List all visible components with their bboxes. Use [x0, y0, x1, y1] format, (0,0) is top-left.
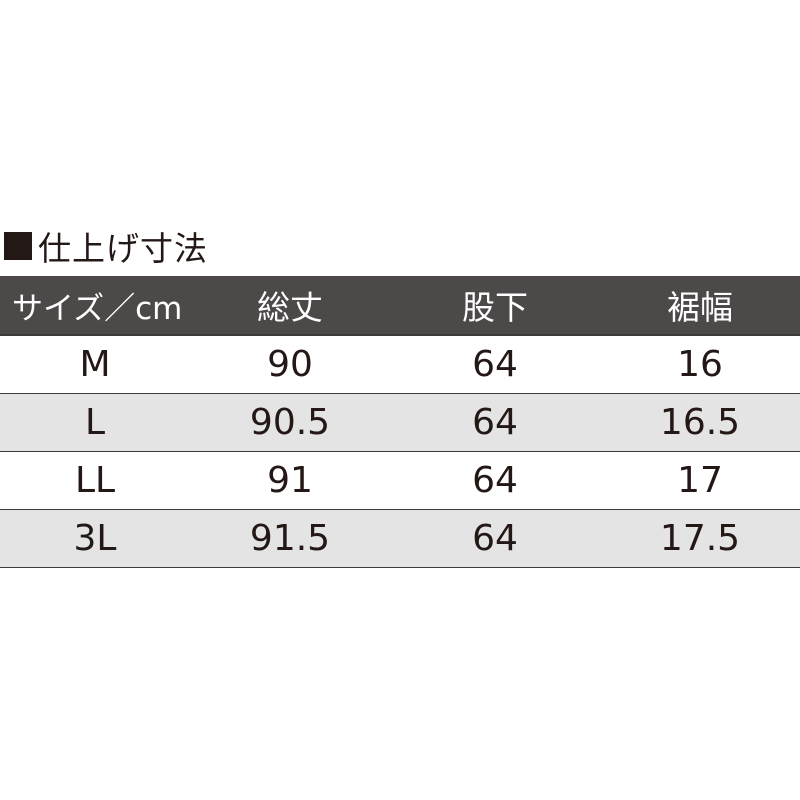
section-title: 仕上げ寸法 — [4, 226, 208, 268]
table-row: LL 91 64 17 — [0, 451, 800, 510]
section-title-text: 仕上げ寸法 — [38, 229, 208, 268]
cell-total-length: 90.5 — [190, 393, 390, 452]
cell-size: M — [0, 334, 190, 394]
header-row: サイズ／cm 総丈 股下 裾幅 — [0, 276, 800, 335]
table-row: L 90.5 64 16.5 — [0, 393, 800, 452]
cell-size: LL — [0, 451, 190, 510]
header-total-length: 総丈 — [190, 276, 390, 335]
cell-total-length: 90 — [190, 334, 390, 394]
black-square-icon — [4, 232, 32, 260]
cell-hem-width: 17.5 — [600, 509, 800, 568]
table-row: M 90 64 16 — [0, 334, 800, 394]
cell-inseam: 64 — [390, 334, 600, 394]
cell-inseam: 64 — [390, 393, 600, 452]
header-size: サイズ／cm — [0, 276, 190, 335]
table-row: 3L 91.5 64 17.5 — [0, 509, 800, 568]
cell-hem-width: 17 — [600, 451, 800, 510]
cell-size: L — [0, 393, 190, 452]
header-hem-width: 裾幅 — [600, 276, 800, 335]
cell-inseam: 64 — [390, 509, 600, 568]
header-inseam: 股下 — [390, 276, 600, 335]
cell-total-length: 91.5 — [190, 509, 390, 568]
cell-inseam: 64 — [390, 451, 600, 510]
cell-hem-width: 16.5 — [600, 393, 800, 452]
cell-total-length: 91 — [190, 451, 390, 510]
size-table: サイズ／cm 総丈 股下 裾幅 M 90 64 16 L 90.5 64 16.… — [0, 276, 800, 568]
cell-hem-width: 16 — [600, 334, 800, 394]
cell-size: 3L — [0, 509, 190, 568]
